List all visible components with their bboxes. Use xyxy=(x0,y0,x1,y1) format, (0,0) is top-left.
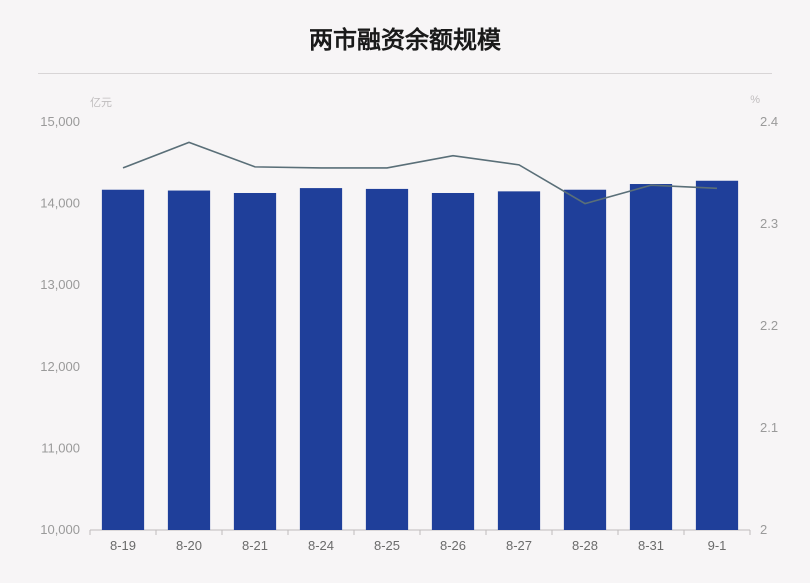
bar-8-25 xyxy=(366,189,408,530)
bar-9-1 xyxy=(696,181,738,530)
ytick-right: 2 xyxy=(760,522,767,537)
bar-8-19 xyxy=(102,190,144,530)
ytick-right: 2.2 xyxy=(760,318,778,333)
left-axis-unit: 亿元 xyxy=(90,94,112,110)
xtick-label: 8-19 xyxy=(110,538,136,553)
xtick-label: 8-28 xyxy=(572,538,598,553)
right-axis-unit: % xyxy=(750,94,760,106)
xtick-label: 8-21 xyxy=(242,538,268,553)
title-divider xyxy=(38,73,772,74)
bar-8-27 xyxy=(498,191,540,530)
chart-area: 亿元 % 10,00011,00012,00013,00014,00015,00… xyxy=(90,110,750,530)
ytick-left: 15,000 xyxy=(40,114,80,129)
ytick-left: 10,000 xyxy=(40,522,80,537)
xtick-label: 8-31 xyxy=(638,538,664,553)
bar-8-21 xyxy=(234,193,276,530)
ytick-right: 2.4 xyxy=(760,114,778,129)
xtick-label: 8-24 xyxy=(308,538,334,553)
ytick-left: 14,000 xyxy=(40,196,80,211)
bar-8-24 xyxy=(300,188,342,530)
ytick-left: 13,000 xyxy=(40,277,80,292)
bar-8-26 xyxy=(432,193,474,530)
ytick-right: 2.3 xyxy=(760,216,778,231)
xtick-label: 8-20 xyxy=(176,538,202,553)
xtick-label: 8-25 xyxy=(374,538,400,553)
xtick-label: 9-1 xyxy=(708,538,727,553)
bar-8-31 xyxy=(630,184,672,530)
plot-region: 10,00011,00012,00013,00014,00015,00022.1… xyxy=(90,122,750,530)
xtick-label: 8-26 xyxy=(440,538,466,553)
ytick-left: 11,000 xyxy=(41,440,80,455)
line-series xyxy=(123,142,717,203)
ytick-left: 12,000 xyxy=(40,359,80,374)
xtick-label: 8-27 xyxy=(506,538,532,553)
ytick-right: 2.1 xyxy=(760,420,778,435)
bar-8-28 xyxy=(564,190,606,530)
chart-title: 两市融资余额规模 xyxy=(309,20,501,55)
bar-8-20 xyxy=(168,191,210,530)
